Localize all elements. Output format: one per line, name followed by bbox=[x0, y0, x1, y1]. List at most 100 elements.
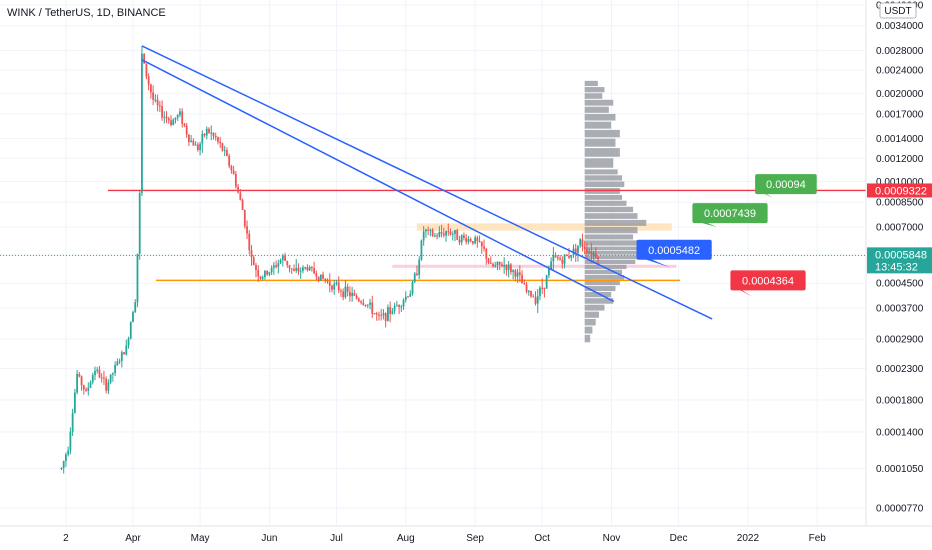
candle-body bbox=[429, 229, 432, 231]
candle-body bbox=[431, 229, 434, 236]
trend-line bbox=[141, 59, 615, 303]
candle-body bbox=[78, 373, 81, 377]
volume-profile-row bbox=[584, 250, 649, 255]
volume-profile-row bbox=[584, 269, 623, 275]
candle-body bbox=[284, 255, 286, 261]
candle-body bbox=[158, 105, 161, 107]
candle-body bbox=[395, 305, 398, 307]
candles bbox=[60, 45, 599, 474]
candle-body bbox=[351, 292, 354, 297]
candle-body bbox=[257, 270, 260, 277]
candle-body bbox=[348, 291, 351, 297]
candle-body bbox=[120, 352, 123, 361]
candle-body bbox=[501, 264, 503, 267]
candle-body bbox=[154, 99, 157, 101]
candle-body bbox=[487, 258, 490, 263]
candle-body bbox=[344, 286, 347, 298]
currency-button[interactable]: USDT bbox=[879, 2, 917, 19]
candle-body bbox=[214, 135, 217, 138]
candle-body bbox=[230, 166, 233, 171]
candle-body bbox=[398, 305, 400, 308]
candle-body bbox=[123, 352, 125, 355]
candle-body bbox=[541, 287, 544, 289]
candle-body bbox=[416, 273, 418, 276]
candle-body bbox=[563, 254, 566, 264]
price-tick-label: 0.0001800 bbox=[876, 395, 924, 406]
currency-button-frame[interactable] bbox=[879, 2, 917, 19]
candle-body bbox=[545, 275, 548, 289]
candle-body bbox=[583, 246, 586, 250]
candle-body bbox=[192, 140, 195, 146]
candle-body bbox=[489, 262, 492, 264]
candle-body bbox=[565, 254, 568, 257]
candle-body bbox=[521, 274, 523, 284]
price-tick-label: 0.0014000 bbox=[876, 134, 924, 145]
candle-body bbox=[463, 235, 465, 238]
candle-body bbox=[496, 261, 499, 266]
target-label: 0.00094 bbox=[766, 179, 806, 191]
candle-body bbox=[239, 192, 242, 200]
candle-body bbox=[270, 267, 273, 273]
resistance-price-label: 0.0009322 bbox=[875, 185, 927, 197]
time-tick-label: Jul bbox=[330, 533, 343, 544]
candle-body bbox=[536, 296, 539, 304]
volume-profile-row bbox=[584, 240, 640, 246]
volume-profile-row bbox=[584, 113, 616, 121]
time-tick-label: Jun bbox=[261, 533, 277, 544]
candle-body bbox=[574, 248, 577, 253]
candle-body bbox=[118, 360, 121, 362]
candle-body bbox=[458, 239, 461, 243]
price-tick-label: 0.0034000 bbox=[876, 21, 924, 32]
volume-profile-row bbox=[584, 334, 591, 343]
candle-body bbox=[447, 231, 450, 233]
candle-body bbox=[313, 268, 316, 274]
candle-body bbox=[100, 377, 103, 379]
candle-body bbox=[375, 313, 378, 315]
candle-body bbox=[87, 387, 90, 391]
candle-body bbox=[226, 150, 228, 156]
candle-body bbox=[465, 237, 468, 242]
candle-body bbox=[476, 237, 479, 242]
candle-body bbox=[353, 292, 356, 296]
candle-body bbox=[201, 133, 204, 144]
candle-body bbox=[264, 270, 266, 278]
volume-profile-row bbox=[584, 93, 603, 99]
candle-body bbox=[380, 315, 383, 317]
candle-body bbox=[483, 246, 485, 249]
candle-body bbox=[471, 241, 474, 244]
target-pointer bbox=[732, 284, 753, 297]
price-tick-label: 0.0004500 bbox=[876, 279, 924, 290]
candle-body bbox=[196, 144, 199, 151]
time-tick-label: Aug bbox=[397, 533, 415, 544]
candle-body bbox=[217, 137, 219, 142]
volume-profile-row bbox=[584, 129, 620, 138]
target-badge bbox=[692, 203, 768, 224]
candle-body bbox=[293, 269, 295, 271]
candle-body bbox=[456, 230, 459, 240]
candle-body bbox=[592, 252, 595, 256]
volume-profile-row bbox=[584, 280, 620, 286]
time-tick-label: May bbox=[191, 533, 210, 544]
candle-body bbox=[237, 186, 239, 193]
candle-body bbox=[492, 263, 494, 267]
volume-profile-row bbox=[584, 255, 642, 260]
price-tick-label: 0.0017000 bbox=[876, 109, 924, 120]
currency-button-label[interactable]: USDT bbox=[884, 6, 911, 17]
candle-body bbox=[302, 267, 304, 271]
price-tick-label: 0.0008500 bbox=[876, 198, 924, 209]
target-badge bbox=[636, 239, 712, 260]
candle-body bbox=[407, 296, 409, 298]
candle-body bbox=[94, 370, 96, 376]
candle-body bbox=[141, 53, 143, 194]
candle-body bbox=[530, 291, 532, 297]
candle-body bbox=[527, 291, 530, 293]
candle-body bbox=[76, 373, 78, 393]
candle-body bbox=[145, 63, 148, 77]
candle-body bbox=[373, 313, 376, 315]
candle-body bbox=[554, 255, 557, 258]
countdown-label: 13:45:32 bbox=[875, 261, 918, 273]
candle-body bbox=[534, 297, 537, 304]
candle-body bbox=[308, 267, 311, 271]
candle-body bbox=[185, 125, 188, 135]
